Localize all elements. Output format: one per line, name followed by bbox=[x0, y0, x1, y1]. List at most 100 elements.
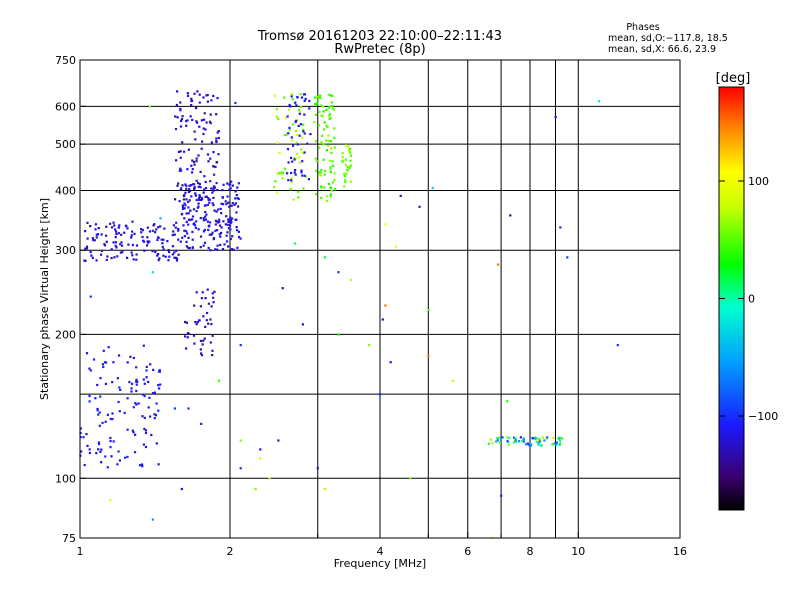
data-point bbox=[276, 191, 279, 194]
data-point bbox=[231, 217, 234, 220]
data-point bbox=[298, 110, 301, 113]
data-point bbox=[216, 229, 219, 232]
data-point bbox=[91, 256, 94, 259]
data-point bbox=[191, 183, 195, 186]
data-point bbox=[285, 133, 288, 136]
data-point bbox=[88, 367, 91, 370]
data-point bbox=[202, 127, 205, 130]
data-point bbox=[118, 386, 121, 389]
data-point bbox=[507, 443, 510, 446]
data-point bbox=[195, 198, 198, 202]
data-point bbox=[216, 221, 219, 224]
data-point bbox=[500, 494, 503, 497]
data-point bbox=[299, 123, 303, 126]
data-point bbox=[203, 118, 206, 121]
data-point bbox=[300, 96, 304, 99]
data-point bbox=[110, 226, 114, 229]
data-point bbox=[204, 215, 207, 218]
data-point bbox=[133, 232, 136, 235]
x-axis-label: Frequency [MHz] bbox=[334, 557, 426, 570]
data-point bbox=[394, 245, 397, 248]
data-point bbox=[211, 191, 214, 194]
data-point bbox=[94, 397, 97, 400]
data-point bbox=[179, 156, 182, 159]
data-point bbox=[343, 175, 346, 178]
data-point bbox=[236, 186, 239, 189]
data-point bbox=[227, 245, 230, 248]
data-point bbox=[110, 257, 113, 260]
data-point bbox=[367, 344, 371, 347]
data-point bbox=[146, 244, 149, 247]
data-point bbox=[143, 395, 146, 398]
data-point bbox=[97, 442, 101, 446]
data-point bbox=[293, 171, 296, 174]
data-point bbox=[96, 407, 99, 411]
data-point bbox=[487, 442, 490, 445]
data-point bbox=[204, 180, 207, 184]
data-point bbox=[221, 189, 224, 192]
data-point bbox=[222, 203, 225, 206]
data-point bbox=[280, 173, 284, 176]
data-point bbox=[159, 383, 162, 386]
data-point bbox=[197, 228, 200, 231]
data-point bbox=[151, 518, 154, 521]
data-point bbox=[195, 157, 198, 160]
data-point bbox=[135, 378, 138, 381]
data-point bbox=[327, 134, 330, 137]
data-point bbox=[135, 258, 138, 261]
data-point bbox=[303, 151, 306, 154]
data-point bbox=[495, 440, 498, 443]
data-point bbox=[537, 439, 540, 442]
data-point bbox=[119, 388, 122, 391]
data-point bbox=[197, 181, 200, 185]
data-point bbox=[350, 278, 353, 282]
data-point bbox=[553, 442, 557, 445]
data-point bbox=[89, 295, 92, 298]
data-point bbox=[189, 184, 193, 187]
data-point bbox=[273, 94, 276, 97]
data-point bbox=[208, 120, 212, 123]
data-point bbox=[514, 437, 517, 440]
data-point bbox=[218, 233, 221, 236]
data-point bbox=[300, 169, 303, 172]
data-point bbox=[431, 186, 434, 190]
data-point bbox=[207, 160, 210, 163]
data-point bbox=[344, 144, 348, 147]
data-point bbox=[183, 194, 186, 197]
data-point bbox=[333, 108, 336, 111]
data-point bbox=[180, 213, 184, 216]
data-point bbox=[185, 347, 188, 350]
data-point bbox=[215, 113, 218, 116]
colorbar-label: [deg] bbox=[716, 71, 751, 86]
data-point bbox=[200, 352, 203, 355]
data-point bbox=[181, 207, 185, 210]
data-point bbox=[316, 467, 319, 470]
x-tick-label: 10 bbox=[571, 545, 585, 558]
data-point bbox=[325, 149, 329, 152]
data-point bbox=[202, 191, 205, 194]
data-point bbox=[315, 95, 319, 98]
data-point bbox=[185, 230, 188, 233]
data-point bbox=[120, 233, 123, 236]
data-point bbox=[205, 213, 208, 216]
data-point bbox=[206, 203, 209, 206]
data-point bbox=[215, 140, 218, 143]
data-point bbox=[315, 103, 318, 106]
data-point bbox=[85, 352, 89, 355]
data-point bbox=[211, 349, 214, 352]
data-point bbox=[145, 365, 148, 368]
data-point bbox=[102, 349, 105, 352]
data-point bbox=[95, 233, 98, 236]
data-point bbox=[181, 236, 184, 239]
data-point bbox=[309, 133, 312, 136]
data-point bbox=[228, 205, 231, 208]
data-point bbox=[196, 321, 199, 324]
data-point bbox=[204, 210, 207, 214]
data-point bbox=[203, 228, 206, 232]
data-point bbox=[185, 220, 188, 223]
data-point bbox=[290, 139, 294, 142]
data-point bbox=[178, 200, 181, 203]
data-point bbox=[213, 209, 216, 212]
data-point bbox=[158, 257, 161, 260]
data-point bbox=[106, 466, 109, 469]
